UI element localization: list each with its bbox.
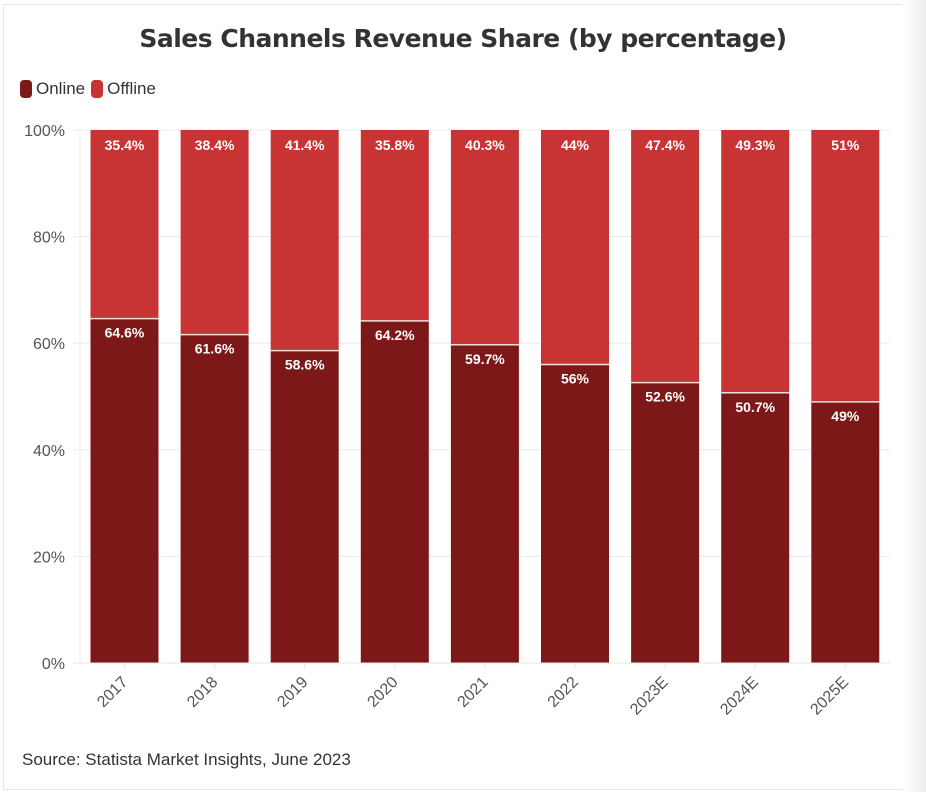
data-label-offline: 44% <box>561 137 590 153</box>
data-label-offline: 40.3% <box>465 137 505 153</box>
legend-label-online: Online <box>36 79 86 98</box>
source-note: Source: Statista Market Insights, June 2… <box>22 750 351 769</box>
bar-offline <box>721 130 790 393</box>
data-label-offline: 47.4% <box>645 137 685 153</box>
x-tick-label: 2019 <box>274 674 311 711</box>
scrollbar-edge <box>902 0 926 792</box>
x-tick-label: 2018 <box>184 674 221 711</box>
bar-offline <box>270 130 339 351</box>
bar-group: 49% 51% <box>811 130 880 663</box>
bar-online <box>270 350 339 663</box>
x-tick-label: 2024E <box>717 674 762 719</box>
bar-offline <box>811 130 880 402</box>
legend-swatch-online <box>20 80 32 98</box>
bar-group: 58.6% 41.4% <box>270 130 339 663</box>
bar-online <box>450 344 519 663</box>
bar-group: 61.6% 38.4% <box>180 130 249 663</box>
x-axis: 2017 2018 2019 2020 2021 2022 2023E 2024E 2025E <box>73 662 890 719</box>
bar-online <box>721 392 790 663</box>
legend-label-offline: Offline <box>107 79 156 98</box>
bar-group: 64.2% 35.8% <box>360 130 429 663</box>
bar-online <box>541 364 609 663</box>
x-tick-label: 2021 <box>455 674 492 711</box>
bar-online <box>180 334 249 663</box>
data-label-online: 64.6% <box>105 325 145 341</box>
y-tick-label: 80% <box>33 230 65 247</box>
y-tick-label: 40% <box>33 443 65 460</box>
data-label-online: 59.7% <box>465 351 505 367</box>
bar-online <box>811 401 880 663</box>
x-tick-label: 2020 <box>364 674 401 711</box>
bar-group: 64.6% 35.4% <box>90 130 159 663</box>
data-label-offline: 41.4% <box>285 137 325 153</box>
y-axis: 0% 20% 40% 60% 80% 100% <box>24 123 65 673</box>
bar-offline <box>180 130 249 335</box>
bar-online <box>90 318 159 663</box>
data-label-online: 61.6% <box>195 341 235 357</box>
bar-online <box>631 382 700 663</box>
bar-offline <box>450 130 519 345</box>
bar-offline <box>90 130 159 319</box>
y-tick-label: 20% <box>33 549 65 566</box>
y-tick-label: 100% <box>24 123 65 140</box>
bar-offline <box>541 130 609 365</box>
bar-group: 52.6% 47.4% <box>631 130 700 663</box>
data-label-offline: 51% <box>831 137 860 153</box>
x-tick-label: 2025E <box>807 674 852 719</box>
legend-item-online[interactable]: Online <box>20 79 85 99</box>
data-label-offline: 35.8% <box>375 137 415 153</box>
bar-group: 50.7% 49.3% <box>721 130 790 663</box>
y-tick-label: 60% <box>33 336 65 353</box>
data-label-online: 50.7% <box>735 399 775 415</box>
data-label-offline: 49.3% <box>735 137 775 153</box>
x-tick-label: 2017 <box>94 674 131 711</box>
legend: Online Offline <box>20 79 162 99</box>
data-label-offline: 38.4% <box>195 137 235 153</box>
data-label-online: 64.2% <box>375 327 415 343</box>
x-tick-label: 2023E <box>627 674 672 719</box>
data-label-online: 56% <box>561 371 590 387</box>
data-label-online: 52.6% <box>645 389 685 405</box>
data-label-online: 58.6% <box>285 357 325 373</box>
legend-swatch-offline <box>91 80 104 98</box>
chart-title: Sales Channels Revenue Share (by percent… <box>139 24 787 53</box>
data-label-online: 49% <box>831 408 860 424</box>
bar-online <box>360 320 429 663</box>
legend-item-offline[interactable]: Offline <box>91 79 156 99</box>
y-tick-label: 0% <box>42 656 65 673</box>
bar-group: 56% 44% <box>541 130 609 663</box>
x-tick-label: 2022 <box>545 674 582 711</box>
bar-offline <box>631 130 700 383</box>
bar-offline <box>360 130 429 321</box>
bars: 64.6% 35.4% 61.6% 38.4% 58.6% 41.4% 64.2% 35.8%… <box>90 130 880 663</box>
bar-group: 59.7% 40.3% <box>450 130 519 663</box>
data-label-offline: 35.4% <box>105 137 145 153</box>
